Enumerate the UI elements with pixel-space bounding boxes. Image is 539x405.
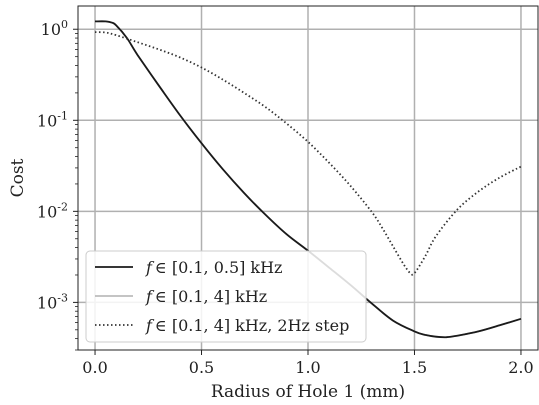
- legend-label-1-var: f: [145, 287, 155, 306]
- legend-label-1-range: ∈ [0.1, 4]: [155, 287, 230, 306]
- y-tick-label-3: 10-3: [37, 291, 68, 312]
- x-tick-label-3: 1.5: [402, 358, 427, 377]
- x-tick-label-4: 2.0: [508, 358, 533, 377]
- x-tick-label-2: 1.0: [295, 358, 320, 377]
- legend-label-0-unit: kHz: [250, 258, 282, 277]
- legend-label-1-unit: kHz: [235, 287, 267, 306]
- series-layer: [94, 20, 522, 339]
- x-tick-label-1: 0.5: [189, 358, 214, 377]
- legend-label-0: f ∈ [0.1, 0.5] kHz: [145, 258, 282, 277]
- y-axis-label: Cost: [8, 158, 28, 197]
- legend-box: [85, 250, 367, 343]
- x-tick-label-0: 0.0: [82, 358, 107, 377]
- legend-label-2: f ∈ [0.1, 4] kHz, 2Hz step: [145, 316, 349, 335]
- x-axis-label: Radius of Hole 1 (mm): [211, 382, 405, 402]
- legend-label-2-range: ∈ [0.1, 4]: [155, 316, 230, 335]
- legend-label-0-var: f: [145, 258, 155, 277]
- legend-label-2-unit: kHz, 2Hz step: [235, 316, 349, 335]
- series-2-line: [94, 31, 522, 276]
- y-tick-label-0: 100: [41, 18, 68, 39]
- series-0-line: [94, 20, 522, 339]
- legend-label-0-range: ∈ [0.1, 0.5]: [155, 258, 245, 277]
- ticks: 0.0 0.5 1.0 1.5 2.0 100 10-1 10-2 10-3: [37, 18, 534, 377]
- legend-label-2-var: f: [145, 316, 155, 335]
- y-tick-label-1: 10-1: [37, 109, 68, 130]
- legend-label-1: f ∈ [0.1, 4] kHz: [145, 287, 267, 306]
- y-tick-label-2: 10-2: [37, 200, 68, 221]
